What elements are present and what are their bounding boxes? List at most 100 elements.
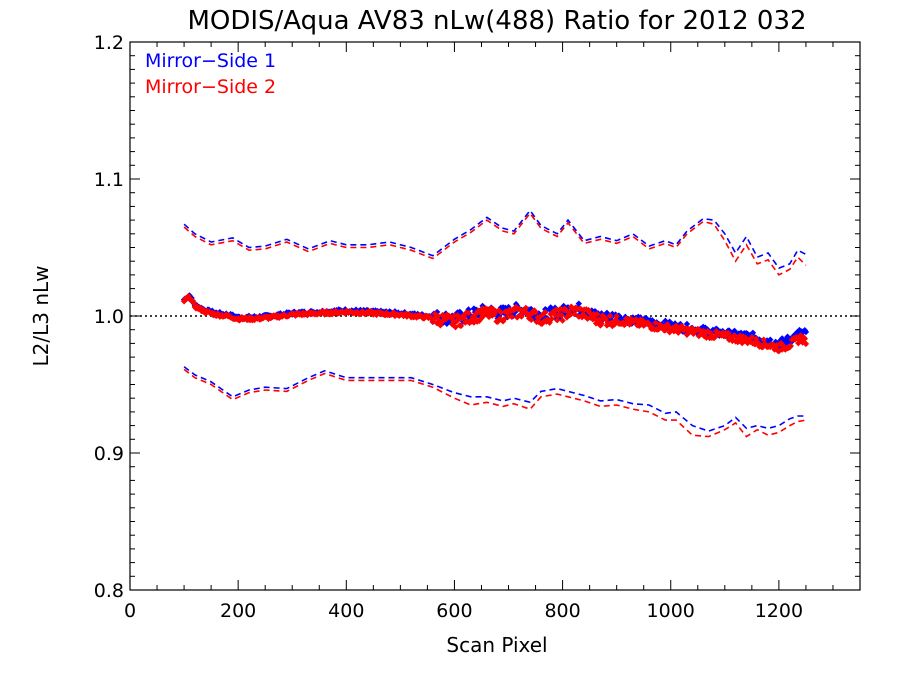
x-tick-label: 800 bbox=[544, 600, 580, 622]
data-point bbox=[500, 316, 508, 323]
data-point bbox=[513, 314, 521, 321]
data-point bbox=[598, 320, 605, 327]
data-point bbox=[749, 329, 757, 336]
data-point bbox=[748, 334, 756, 341]
data-point bbox=[585, 306, 592, 314]
data-point bbox=[552, 306, 560, 313]
legend-entry-1: Mirror−Side 1 bbox=[145, 50, 276, 72]
data-point bbox=[802, 328, 810, 336]
data-point bbox=[724, 329, 732, 337]
data-point bbox=[662, 317, 669, 325]
y-tick-label: 1.2 bbox=[94, 32, 124, 54]
data-point bbox=[539, 311, 547, 318]
data-point bbox=[535, 310, 542, 317]
data-point bbox=[644, 319, 652, 326]
y-tick-label: 1.1 bbox=[94, 169, 124, 191]
axes: 0 200 400 600 800 1000 1200 0.8 0.9 1.0 1.1 1.2 bbox=[94, 32, 861, 622]
data-point bbox=[598, 310, 605, 317]
legend: Mirror−Side 1 Mirror−Side 2 bbox=[145, 50, 276, 98]
data-point bbox=[801, 335, 809, 342]
data-point bbox=[638, 320, 645, 328]
data-point bbox=[731, 332, 738, 339]
data-point bbox=[522, 304, 530, 312]
data-point bbox=[701, 332, 708, 340]
y-tick-label: 0.8 bbox=[94, 580, 124, 602]
data-point bbox=[703, 334, 710, 341]
data-point bbox=[688, 327, 695, 335]
data-point bbox=[550, 308, 558, 316]
data-point bbox=[659, 323, 667, 331]
data-point bbox=[799, 339, 806, 346]
data-point bbox=[542, 309, 549, 316]
x-axis-label: Scan Pixel bbox=[446, 633, 547, 657]
data-point bbox=[596, 316, 603, 323]
x-tick-label: 200 bbox=[220, 600, 256, 622]
data-point bbox=[655, 325, 663, 333]
data-point bbox=[555, 312, 562, 319]
data-point bbox=[190, 299, 198, 307]
data-point bbox=[694, 325, 701, 333]
plot-area bbox=[130, 209, 860, 438]
data-point bbox=[683, 331, 691, 338]
data-point bbox=[578, 313, 586, 321]
data-point bbox=[796, 335, 803, 342]
data-point bbox=[532, 309, 539, 316]
data-point bbox=[548, 315, 555, 322]
data-point bbox=[606, 312, 614, 320]
data-point bbox=[460, 314, 468, 321]
data-point bbox=[662, 326, 669, 334]
data-point bbox=[705, 328, 712, 336]
data-point bbox=[746, 336, 753, 343]
data-point bbox=[784, 333, 791, 340]
data-point bbox=[711, 333, 719, 341]
data-point bbox=[557, 305, 564, 313]
data-point bbox=[570, 305, 577, 313]
data-point bbox=[737, 329, 745, 337]
data-point bbox=[665, 323, 672, 330]
legend-entry-2: Mirror−Side 2 bbox=[145, 76, 276, 98]
data-point bbox=[457, 322, 465, 330]
data-point bbox=[640, 322, 647, 329]
data-point bbox=[558, 312, 565, 319]
y-tick-label: 1.0 bbox=[94, 306, 124, 328]
data-point bbox=[796, 326, 803, 334]
data-point bbox=[531, 315, 538, 323]
data-point bbox=[575, 300, 583, 307]
data-point bbox=[193, 303, 201, 310]
data-point bbox=[535, 318, 542, 326]
x-tick-label: 1200 bbox=[755, 600, 803, 622]
data-point bbox=[787, 342, 794, 350]
series-1-lower-line bbox=[183, 366, 806, 432]
data-point bbox=[591, 315, 599, 322]
series-1-upper-line bbox=[183, 209, 807, 270]
y-tick-label: 0.9 bbox=[94, 443, 124, 465]
data-point bbox=[565, 308, 573, 316]
data-point bbox=[675, 329, 682, 336]
data-point bbox=[613, 313, 620, 320]
data-point bbox=[767, 336, 774, 343]
x-tick-label: 600 bbox=[436, 600, 472, 622]
data-point bbox=[528, 316, 535, 324]
data-point bbox=[646, 321, 654, 329]
data-point bbox=[727, 332, 734, 340]
y-axis-label: L2/L3 nLw bbox=[29, 265, 53, 366]
data-point bbox=[683, 320, 691, 328]
data-point bbox=[707, 330, 714, 337]
data-point bbox=[729, 337, 736, 345]
x-tick-label: 1000 bbox=[647, 600, 695, 622]
data-point bbox=[529, 310, 536, 317]
data-point bbox=[664, 321, 671, 328]
data-point bbox=[639, 317, 646, 324]
data-point bbox=[797, 332, 804, 339]
x-tick-label: 400 bbox=[328, 600, 364, 622]
x-tick-label: 0 bbox=[124, 600, 136, 622]
data-point bbox=[696, 327, 704, 334]
data-point bbox=[672, 322, 680, 329]
data-point bbox=[795, 339, 802, 347]
series-2-upper-line bbox=[183, 211, 807, 276]
data-point bbox=[559, 317, 566, 324]
chart-title: MODIS/Aqua AV83 nLw(488) Ratio for 2012 … bbox=[187, 6, 806, 36]
data-point bbox=[510, 307, 518, 314]
data-point bbox=[652, 319, 659, 327]
